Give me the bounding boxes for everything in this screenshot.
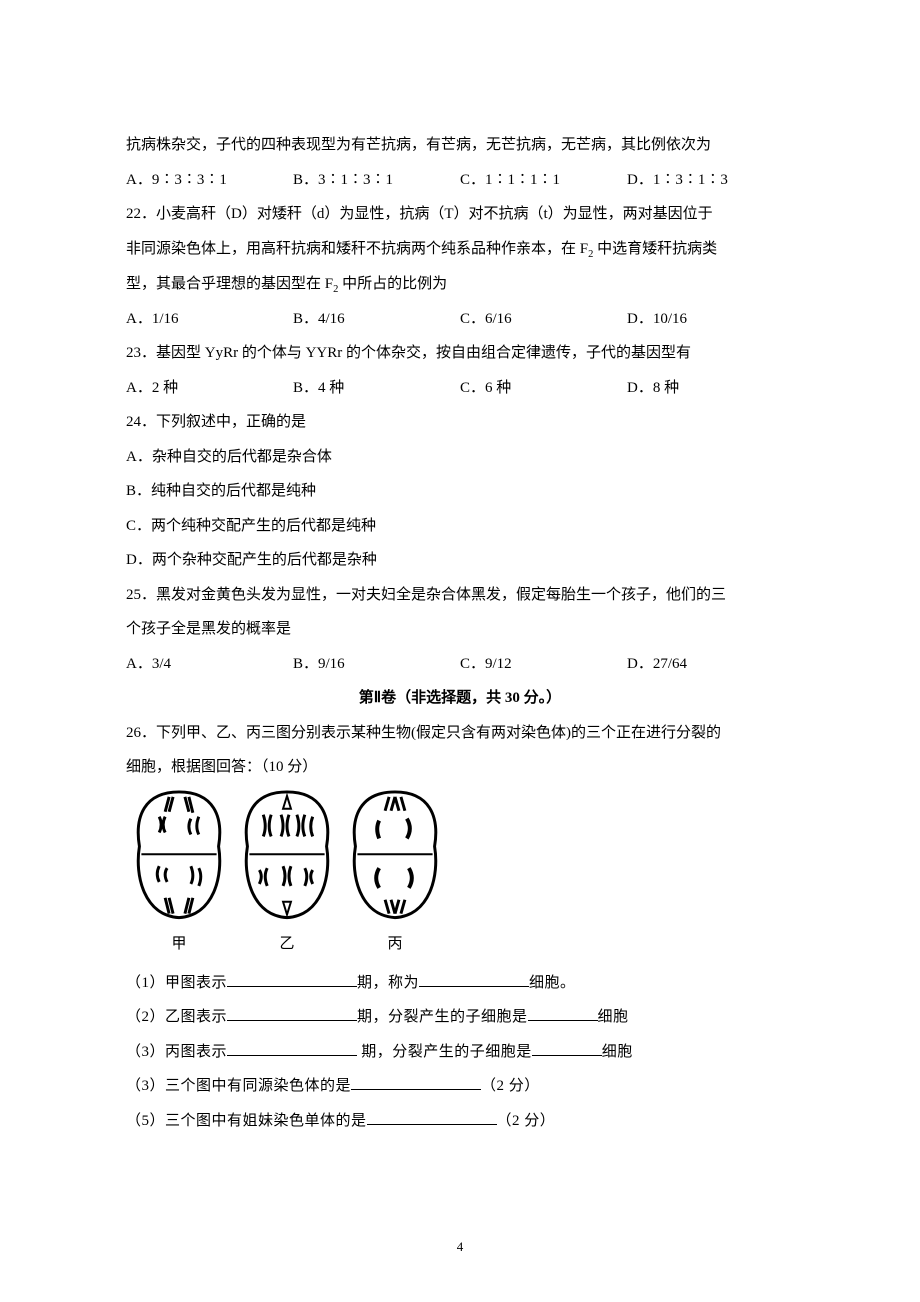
q26-figure: 甲 — [126, 787, 448, 962]
q22-stem-1: 22．小麦高秆（D）对矮秆（d）为显性，抗病（T）对不抗病（t）为显性，两对基因… — [126, 197, 794, 232]
q25-a: A．3/4 — [126, 647, 293, 682]
q26-sub3-a: （3）丙图表示 — [126, 1044, 227, 1060]
q22-stem-3: 型，其最合乎理想的基因型在 F2 中所占的比例为 — [126, 267, 794, 302]
blank-1b[interactable] — [419, 972, 529, 987]
q26-sub5: （5）三个图中有姐妹染色单体的是 （2 分） — [126, 1104, 794, 1139]
q26-stem-1: 26．下列甲、乙、丙三图分别表示某种生物(假定只含有两对染色体)的三个正在进行分… — [126, 716, 794, 751]
q25-options: A．3/4 B．9/16 C．9/12 D．27/64 — [126, 647, 794, 682]
q26-sub2-b: 期，分裂产生的子细胞是 — [357, 1009, 528, 1025]
subscript-f2-a: 2 — [588, 249, 593, 260]
q25-d: D．27/64 — [627, 647, 794, 682]
q26-sub3-c: 细胞 — [602, 1044, 633, 1060]
q25-stem-2: 个孩子全是黑发的概率是 — [126, 612, 794, 647]
blank-4[interactable] — [351, 1076, 481, 1091]
cell-diagram-bing — [342, 787, 448, 926]
section2-title: 第Ⅱ卷（非选择题，共 30 分。） — [126, 681, 794, 716]
q26-sub5-b: （2 分） — [497, 1113, 556, 1129]
q23-stem: 23．基因型 YyRr 的个体与 YYRr 的个体杂交，按自由组合定律遗传，子代… — [126, 336, 794, 371]
q23-d: D．8 种 — [627, 371, 794, 406]
blank-1a[interactable] — [227, 972, 357, 987]
cell-diagram-yi — [234, 787, 340, 926]
q22-c: C．6/16 — [460, 302, 627, 337]
q26-sub3: （3）丙图表示 期，分裂产生的子细胞是 细胞 — [126, 1035, 794, 1070]
q26-sub2-c: 细胞 — [598, 1009, 629, 1025]
q22-a: A．1/16 — [126, 302, 293, 337]
q22-options: A．1/16 B．4/16 C．6/16 D．10/16 — [126, 302, 794, 337]
q22-d: D．10/16 — [627, 302, 794, 337]
q21-options: A．9∶3∶3∶1 B．3∶1∶3∶1 C．1∶1∶1∶1 D．1∶3∶1∶3 — [126, 163, 794, 198]
q25-stem-1: 25．黑发对金黄色头发为显性，一对夫妇全是杂合体黑发，假定每胎生一个孩子，他们的… — [126, 578, 794, 613]
blank-2b[interactable] — [528, 1007, 598, 1022]
blank-2a[interactable] — [227, 1007, 357, 1022]
q22-stem-2a: 非同源染色体上，用高秆抗病和矮秆不抗病两个纯系品种作亲本，在 F — [126, 241, 588, 257]
q23-c: C．6 种 — [460, 371, 627, 406]
blank-5[interactable] — [367, 1110, 497, 1125]
q23-b: B．4 种 — [293, 371, 460, 406]
q21-d: D．1∶3∶1∶3 — [627, 163, 794, 198]
q26-sub1-b: 期，称为 — [357, 975, 419, 991]
q26-sub1-a: （1）甲图表示 — [126, 975, 227, 991]
q26-sub4-b: （2 分） — [481, 1078, 540, 1094]
cell-label-jia: 甲 — [171, 925, 186, 962]
q24-b: B．纯种自交的后代都是纯种 — [126, 474, 794, 509]
q25-b: B．9/16 — [293, 647, 460, 682]
q26-sub5-a: （5）三个图中有姐妹染色单体的是 — [126, 1113, 367, 1129]
page-number: 4 — [0, 1232, 920, 1262]
q21-c: C．1∶1∶1∶1 — [460, 163, 627, 198]
q24-a: A．杂种自交的后代都是杂合体 — [126, 440, 794, 475]
q26-sub4-a: （3）三个图中有同源染色体的是 — [126, 1078, 351, 1094]
q24-d: D．两个杂种交配产生的后代都是杂种 — [126, 543, 794, 578]
q22-stem-3b: 中所占的比例为 — [338, 276, 447, 292]
q24-c: C．两个纯种交配产生的后代都是纯种 — [126, 509, 794, 544]
q26-stem-2: 细胞，根据图回答：（10 分） — [126, 750, 794, 785]
q22-stem-2: 非同源染色体上，用高秆抗病和矮秆不抗病两个纯系品种作亲本，在 F2 中选育矮秆抗… — [126, 232, 794, 267]
blank-3b[interactable] — [532, 1041, 602, 1056]
q25-c: C．9/12 — [460, 647, 627, 682]
blank-3a[interactable] — [227, 1041, 357, 1056]
q26-sub2: （2）乙图表示 期，分裂产生的子细胞是 细胞 — [126, 1000, 794, 1035]
q26-sub1: （1）甲图表示 期，称为 细胞。 — [126, 966, 794, 1001]
q22-b: B．4/16 — [293, 302, 460, 337]
q21-a: A．9∶3∶3∶1 — [126, 163, 293, 198]
q21-b: B．3∶1∶3∶1 — [293, 163, 460, 198]
cell-label-bing: 丙 — [387, 925, 402, 962]
q26-sub4: （3）三个图中有同源染色体的是 （2 分） — [126, 1069, 794, 1104]
q22-stem-3a: 型，其最合乎理想的基因型在 F — [126, 276, 333, 292]
cell-diagram-jia — [126, 787, 232, 926]
q26-sub1-c: 细胞。 — [529, 975, 576, 991]
q23-options: A．2 种 B．4 种 C．6 种 D．8 种 — [126, 371, 794, 406]
q24-stem: 24．下列叙述中，正确的是 — [126, 405, 794, 440]
q26-sub3-b: 期，分裂产生的子细胞是 — [357, 1044, 532, 1060]
q23-a: A．2 种 — [126, 371, 293, 406]
q26-sub2-a: （2）乙图表示 — [126, 1009, 227, 1025]
cell-label-yi: 乙 — [279, 925, 294, 962]
q21-stem-cont: 抗病株杂交，子代的四种表现型为有芒抗病，有芒病，无芒抗病，无芒病，其比例依次为 — [126, 128, 794, 163]
q22-stem-2b: 中选育矮秆抗病类 — [597, 241, 717, 257]
